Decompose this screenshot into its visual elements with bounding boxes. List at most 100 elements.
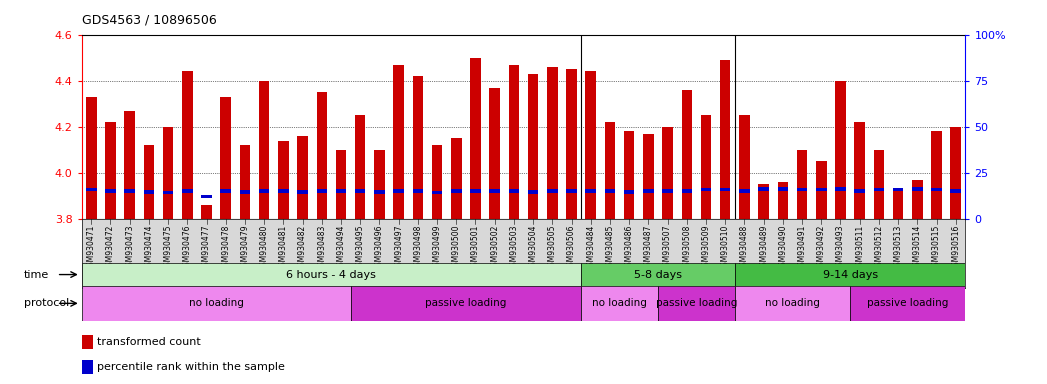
Text: GSM930503: GSM930503 <box>510 224 518 271</box>
Bar <box>816 188 826 192</box>
Bar <box>663 189 673 193</box>
Text: GSM930493: GSM930493 <box>836 224 845 271</box>
Bar <box>240 190 250 194</box>
Bar <box>836 187 846 191</box>
Bar <box>163 127 174 219</box>
Bar <box>585 189 596 193</box>
Text: GSM930513: GSM930513 <box>893 224 903 271</box>
Bar <box>854 122 865 219</box>
Bar <box>201 205 211 219</box>
Bar <box>547 189 558 193</box>
Bar <box>105 122 116 219</box>
Bar <box>259 189 269 193</box>
Bar <box>547 67 558 219</box>
Bar <box>279 189 289 193</box>
Text: GSM930501: GSM930501 <box>471 224 480 271</box>
Text: GSM930511: GSM930511 <box>855 224 864 271</box>
Text: GSM930510: GSM930510 <box>720 224 730 271</box>
Text: passive loading: passive loading <box>867 298 949 308</box>
Bar <box>720 188 731 192</box>
Bar <box>451 189 462 193</box>
Bar <box>873 150 884 219</box>
Text: GSM930498: GSM930498 <box>414 224 422 271</box>
Text: passive loading: passive loading <box>425 298 507 308</box>
Bar <box>624 190 634 194</box>
Bar <box>778 187 788 191</box>
Text: GSM930490: GSM930490 <box>778 224 787 271</box>
Bar <box>605 122 616 219</box>
Bar <box>316 92 327 219</box>
Bar <box>566 69 577 219</box>
Bar <box>125 189 135 193</box>
Text: GSM930514: GSM930514 <box>913 224 921 271</box>
Bar <box>336 150 347 219</box>
Text: GSM930500: GSM930500 <box>451 224 461 271</box>
Text: passive loading: passive loading <box>655 298 737 308</box>
Text: GSM930474: GSM930474 <box>144 224 154 271</box>
Text: GSM930472: GSM930472 <box>106 224 115 271</box>
Bar <box>581 286 658 321</box>
Bar <box>297 136 308 219</box>
Text: GSM930516: GSM930516 <box>952 224 960 271</box>
Text: GSM930504: GSM930504 <box>529 224 537 271</box>
Bar <box>279 141 289 219</box>
Text: GSM930481: GSM930481 <box>279 224 288 271</box>
Text: GSM930495: GSM930495 <box>356 224 364 271</box>
Bar <box>528 74 538 219</box>
Text: GSM930491: GSM930491 <box>798 224 806 271</box>
Bar <box>221 189 231 193</box>
Bar <box>951 127 961 219</box>
Bar <box>297 190 308 194</box>
Bar <box>316 189 327 193</box>
Bar <box>431 145 442 219</box>
Text: GSM930486: GSM930486 <box>625 224 633 271</box>
Bar <box>912 187 922 191</box>
Bar <box>951 189 961 193</box>
Text: GSM930476: GSM930476 <box>183 224 192 271</box>
Text: GSM930488: GSM930488 <box>740 224 749 271</box>
Bar <box>413 189 423 193</box>
Bar <box>201 195 211 199</box>
Bar <box>221 97 231 219</box>
Bar <box>758 184 768 219</box>
Bar <box>143 145 154 219</box>
Bar <box>355 189 365 193</box>
Bar <box>351 286 581 321</box>
Text: 6 hours - 4 days: 6 hours - 4 days <box>287 270 376 280</box>
Bar <box>143 190 154 194</box>
Bar <box>893 188 904 192</box>
Text: GSM930515: GSM930515 <box>932 224 941 271</box>
Bar <box>700 115 711 219</box>
Bar <box>758 187 768 191</box>
Text: transformed count: transformed count <box>97 337 201 347</box>
Text: no loading: no loading <box>188 298 244 308</box>
Bar <box>374 190 384 194</box>
Text: GSM930479: GSM930479 <box>241 224 249 271</box>
Text: time: time <box>24 270 49 280</box>
Bar <box>605 189 616 193</box>
Bar <box>816 161 826 219</box>
Bar <box>86 97 96 219</box>
Bar <box>125 111 135 219</box>
Text: GSM930484: GSM930484 <box>586 224 596 271</box>
Text: GDS4563 / 10896506: GDS4563 / 10896506 <box>82 14 217 27</box>
Text: GSM930477: GSM930477 <box>202 224 211 271</box>
Bar <box>797 188 807 192</box>
Bar <box>509 189 519 193</box>
Bar <box>355 115 365 219</box>
Bar <box>854 189 865 193</box>
Bar <box>778 182 788 219</box>
Text: GSM930512: GSM930512 <box>874 224 884 271</box>
Bar <box>394 65 404 219</box>
Bar <box>259 81 269 219</box>
Bar <box>105 189 116 193</box>
Bar <box>336 189 347 193</box>
Bar <box>82 286 351 321</box>
Bar <box>658 286 735 321</box>
Text: GSM930494: GSM930494 <box>336 224 346 271</box>
Text: GSM930487: GSM930487 <box>644 224 653 271</box>
Bar <box>836 81 846 219</box>
Text: GSM930482: GSM930482 <box>298 224 307 271</box>
Bar <box>413 76 423 219</box>
Text: GSM930471: GSM930471 <box>87 224 95 271</box>
